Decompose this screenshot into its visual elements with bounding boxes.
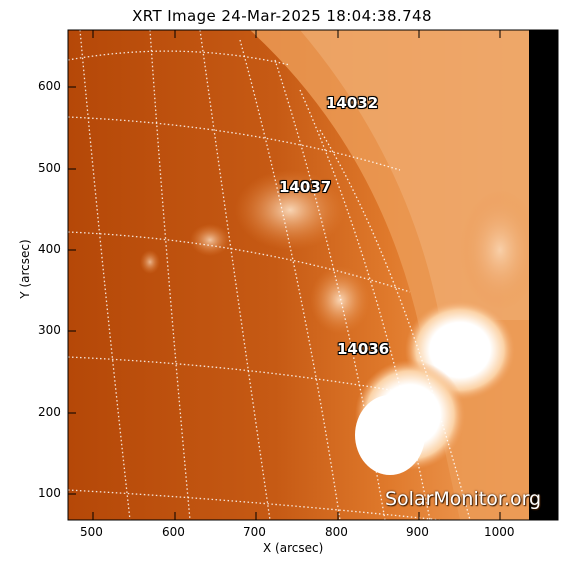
x-tick-label: 500 [80, 525, 103, 539]
x-axis-label: X (arcsec) [263, 541, 324, 555]
y-axis-label: Y (arcsec) [18, 239, 32, 299]
x-tick-label: 900 [406, 525, 429, 539]
active-region-label: 14037 [279, 178, 332, 196]
y-tick-label: 600 [38, 79, 61, 93]
grid-line [68, 50, 291, 66]
y-tick-label: 500 [38, 161, 61, 175]
y-tick-label: 400 [38, 242, 61, 256]
off-image-strip [529, 30, 558, 520]
heliographic-grid [68, 30, 471, 520]
watermark: SolarMonitor.org [385, 488, 542, 510]
grid-line [199, 30, 271, 520]
axis-ticks [68, 30, 558, 520]
y-tick-label: 300 [38, 323, 61, 337]
active-region-label: 14032 [326, 94, 379, 112]
x-tick-label: 1000 [484, 525, 515, 539]
loop-glow [310, 266, 370, 334]
bright-patch [190, 224, 230, 256]
active-region-label: 14036 [337, 340, 390, 358]
grid-line [68, 356, 421, 396]
plot-frame [67, 29, 559, 521]
bright-patch [140, 250, 160, 274]
y-tick-label: 200 [38, 405, 61, 419]
grid-line [319, 129, 471, 520]
active-region-glow [235, 170, 345, 250]
grid-line [149, 30, 191, 520]
grid-line [68, 489, 441, 520]
limb-brightening [460, 190, 540, 310]
x-tick-label: 700 [243, 525, 266, 539]
y-tick-label: 100 [38, 486, 61, 500]
grid-line [239, 39, 341, 520]
image-title: XRT Image 24-Mar-2025 18:04:38.748 [132, 7, 432, 25]
x-tick-label: 800 [325, 525, 348, 539]
x-tick-label: 600 [162, 525, 185, 539]
flare-bright-core [355, 395, 425, 475]
